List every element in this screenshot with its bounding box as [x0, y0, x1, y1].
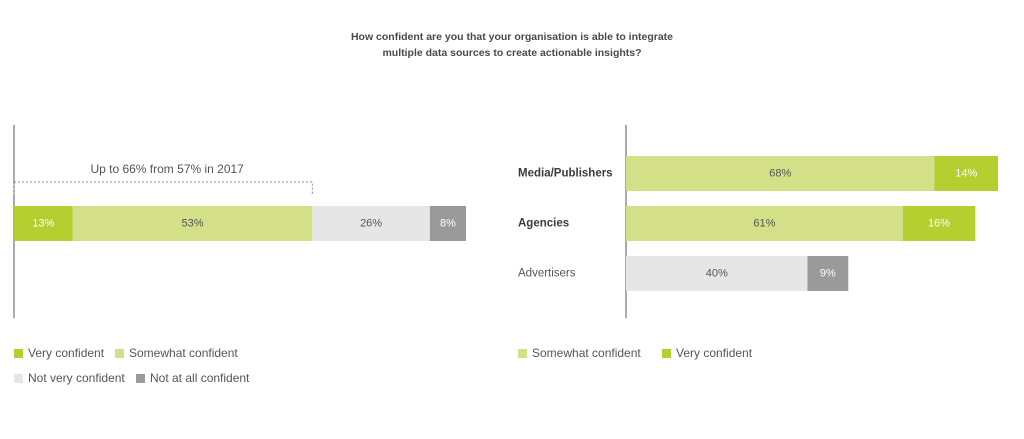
left-legend-label-somewhat-confident: Somewhat confident [129, 346, 238, 360]
right-bar-3-not-at-all-confident [807, 256, 849, 291]
chart-title: How confident are you that your organisa… [312, 29, 712, 61]
left-bar-not-very-confident [312, 206, 430, 241]
right-legend-swatch-somewhat-confident [518, 348, 527, 358]
category-label-media-publishers: Media/Publishers [518, 168, 613, 180]
right-bar-3-not-very-confident [626, 256, 808, 291]
left-bar-label-not-very-confident: 26% [360, 218, 382, 230]
left-legend-swatch-very-confident [14, 348, 23, 358]
right-bar-1-somewhat-confident [626, 156, 935, 191]
chart-title-line-2: multiple data sources to create actionab… [382, 47, 642, 59]
right-bar-label-1-very-confident: 14% [955, 168, 977, 180]
right-legend-label-somewhat-confident: Somewhat confident [532, 346, 641, 360]
left-legend-swatch-not-at-all-confident [136, 373, 145, 383]
left-legend-swatch-not-very-confident [14, 373, 23, 383]
left-legend-item-not-very-confident: Not very confident [14, 371, 125, 385]
left-legend-swatch-somewhat-confident [115, 348, 124, 358]
annotation-bracket [13, 181, 313, 194]
left-legend-label-not-very-confident: Not very confident [28, 371, 125, 385]
left-bar-not-at-all-confident [429, 206, 466, 241]
right-bar-label-2-very-confident: 16% [928, 218, 950, 230]
right-legend-swatch-very-confident [662, 348, 671, 358]
left-legend-item-not-at-all-confident: Not at all confident [136, 371, 249, 385]
left-bar-label-somewhat-confident: 53% [182, 218, 204, 230]
right-bar-1-very-confident [934, 156, 998, 191]
right-bar-2-somewhat-confident [626, 206, 903, 241]
left-bar-somewhat-confident [72, 206, 313, 241]
left-legend-item-somewhat-confident: Somewhat confident [115, 346, 238, 360]
right-bar-label-1-somewhat-confident: 68% [769, 168, 791, 180]
right-legend-label-very-confident: Very confident [676, 346, 753, 360]
right-legend-item-somewhat-confident: Somewhat confident [518, 346, 641, 360]
annotation-text: Up to 66% from 57% in 2017 [90, 162, 244, 176]
chart-title-line-1: How confident are you that your organisa… [350, 31, 674, 43]
right-bar-label-3-not-very-confident: 40% [706, 268, 728, 280]
right-bar-2-very-confident [902, 206, 976, 241]
left-legend-item-very-confident: Very confident [14, 346, 104, 360]
category-label-advertisers: Advertisers [518, 268, 576, 280]
left-legend-label-not-at-all-confident: Not at all confident [150, 371, 250, 385]
left-bar-label-very-confident: 13% [32, 218, 54, 230]
left-bar-label-not-at-all-confident: 8% [440, 218, 456, 230]
right-bar-label-3-not-at-all-confident: 9% [820, 268, 836, 280]
category-label-agencies: Agencies [518, 218, 569, 230]
left-legend-label-very-confident: Very confident [28, 346, 105, 360]
right-legend-item-very-confident: Very confident [662, 346, 752, 360]
right-bar-label-2-somewhat-confident: 61% [753, 218, 775, 230]
left-bar-very-confident [14, 206, 73, 241]
